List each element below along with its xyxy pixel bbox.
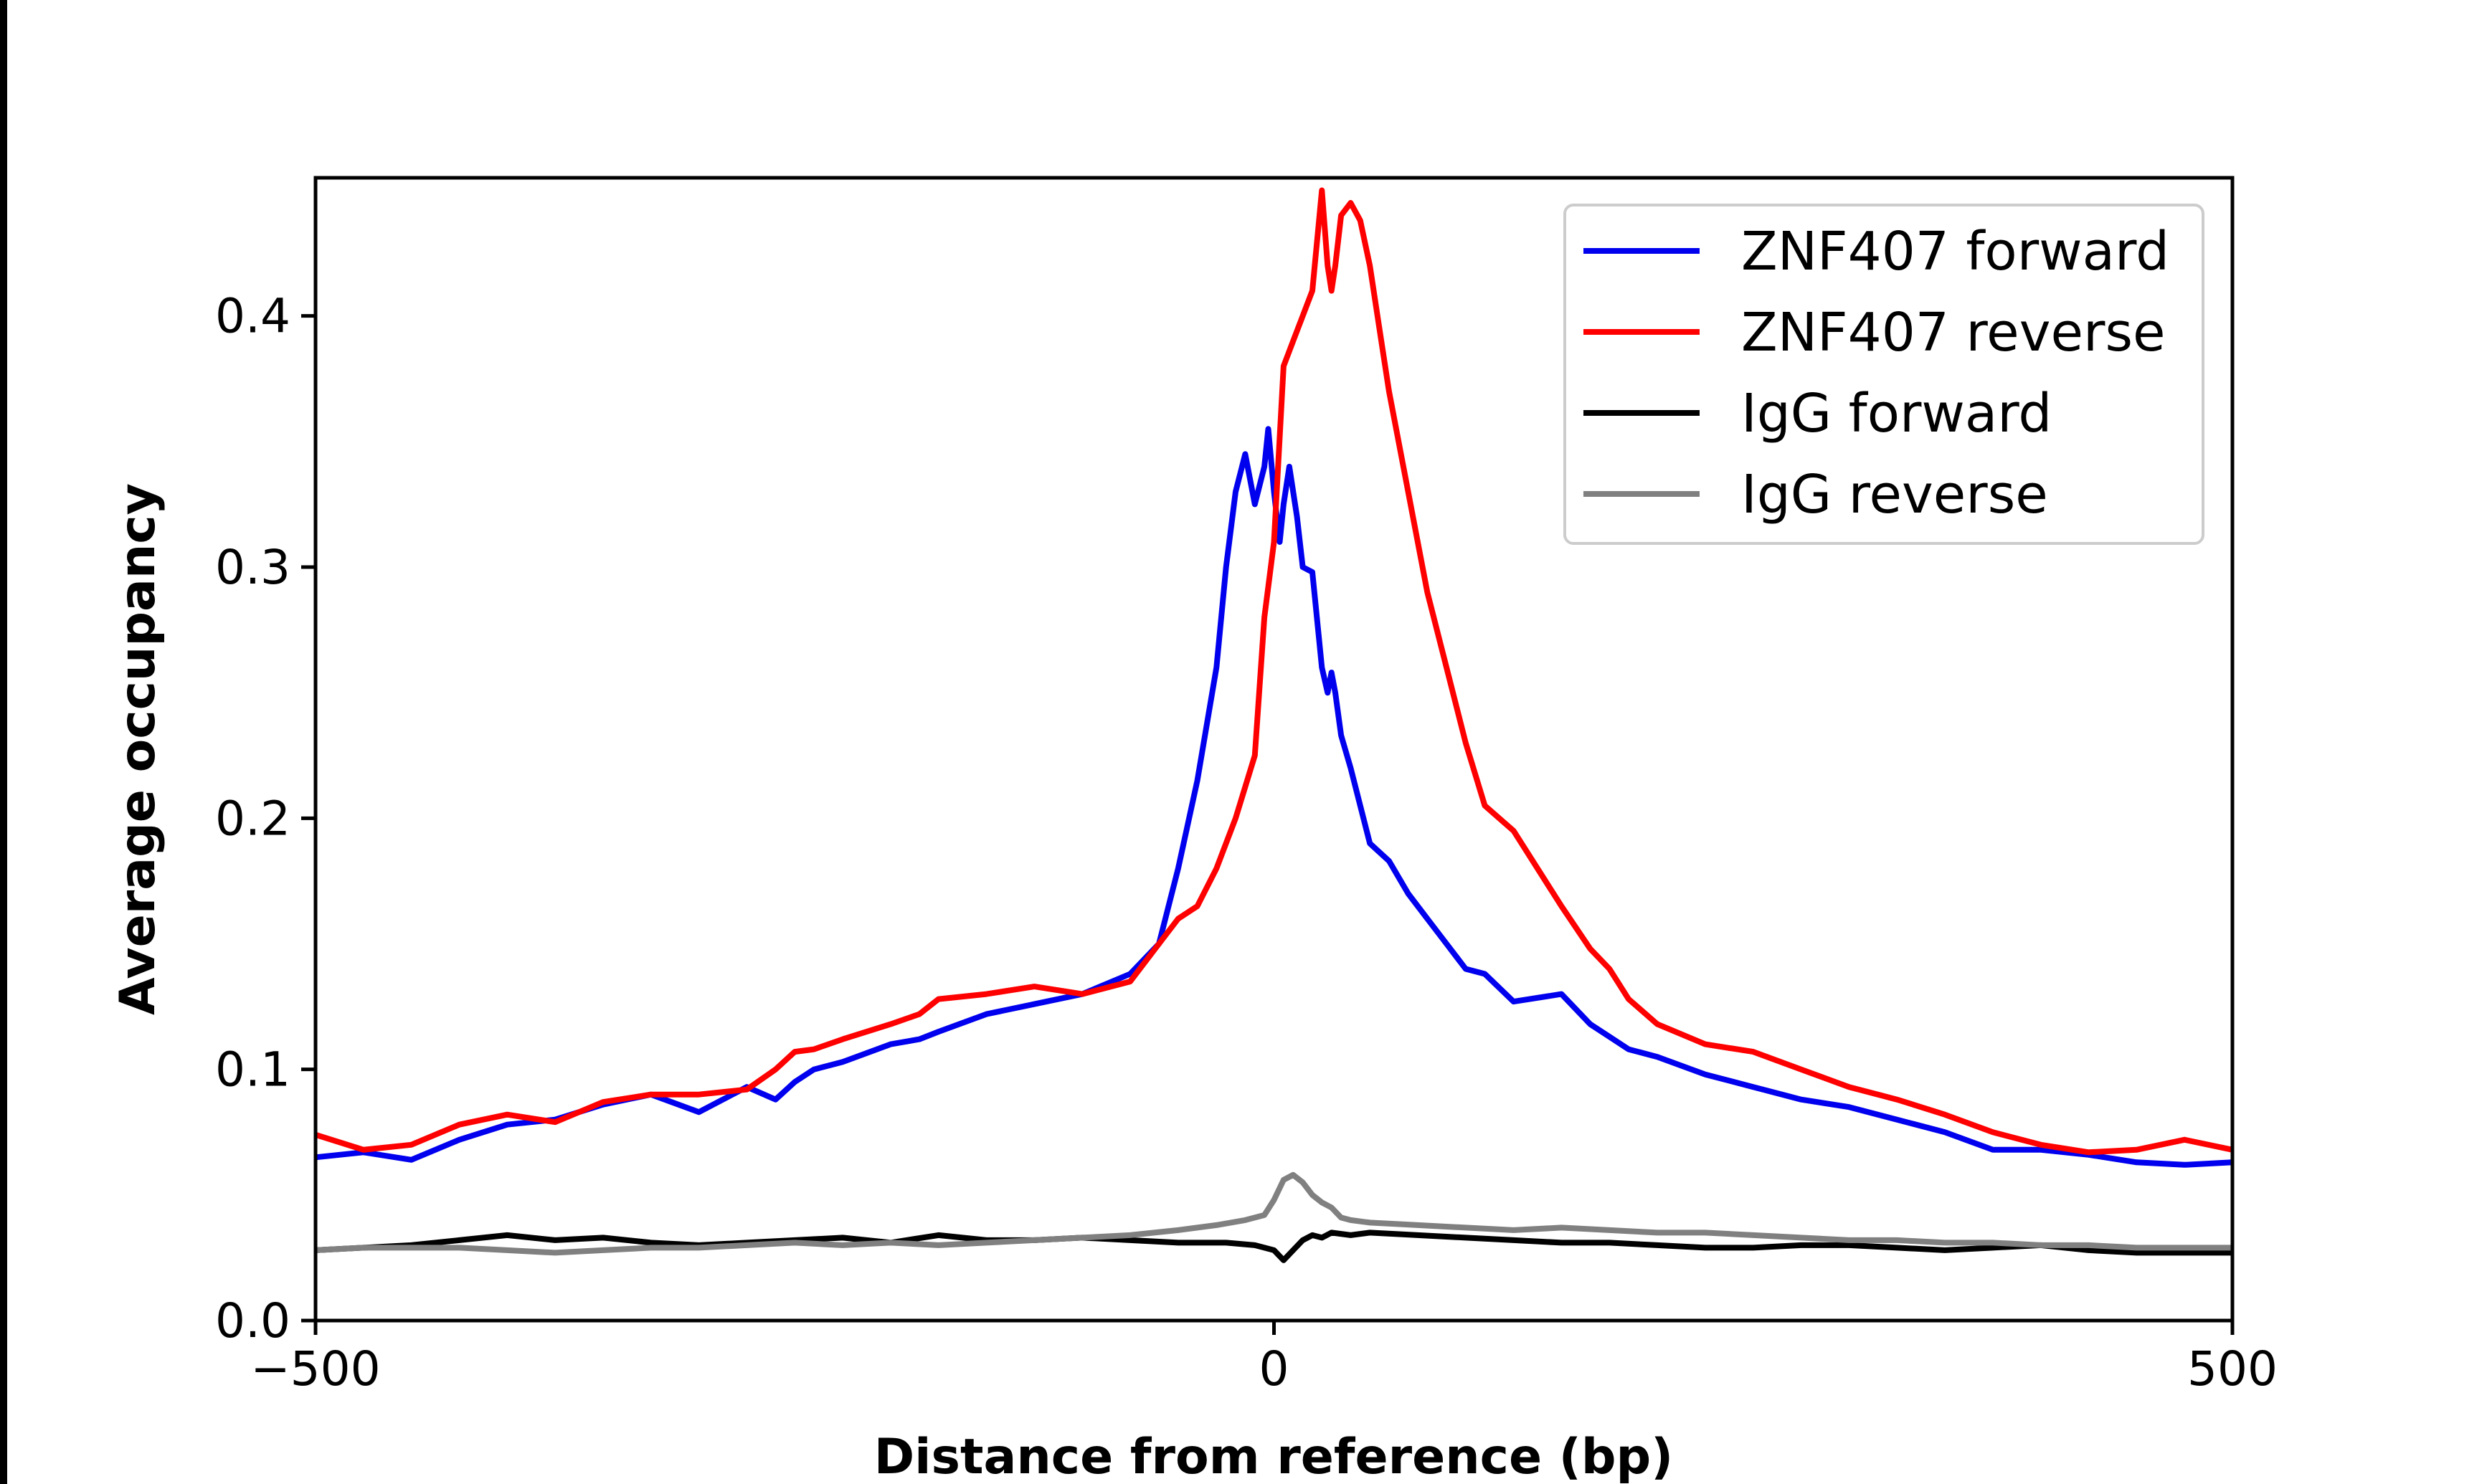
x-tick-label: −500 bbox=[250, 1341, 380, 1397]
series-line-znf407-reverse bbox=[314, 187, 2233, 1156]
legend-label: ZNF407 forward bbox=[1741, 221, 2169, 282]
series-line-igg-forward bbox=[315, 1229, 2232, 1263]
series-layer bbox=[314, 187, 2233, 1263]
x-axis-label: Distance from reference (bp) bbox=[874, 1429, 1674, 1484]
y-tick-label: 0.1 bbox=[215, 1042, 290, 1098]
x-tick-label: 500 bbox=[2187, 1341, 2278, 1397]
legend-label: IgG forward bbox=[1741, 383, 2052, 444]
series-line-igg-reverse bbox=[315, 1171, 2232, 1256]
y-tick-label: 0.0 bbox=[215, 1293, 290, 1349]
left-edge-bar bbox=[0, 0, 7, 1484]
legend: ZNF407 forward ZNF407 reverse IgG forward I… bbox=[1563, 204, 2204, 545]
legend-box bbox=[1563, 204, 2204, 545]
legend-label: IgG reverse bbox=[1741, 464, 2048, 525]
legend-label: ZNF407 reverse bbox=[1741, 302, 2166, 363]
y-tick-label: 0.2 bbox=[215, 791, 290, 846]
y-axis-label: Average occupancy bbox=[110, 483, 166, 1015]
x-tick-label: 0 bbox=[1259, 1341, 1289, 1397]
y-axis-ticks: 0.0 0.1 0.2 0.3 0.4 bbox=[215, 289, 316, 1349]
x-axis-ticks: −500 0 500 bbox=[250, 1321, 2278, 1397]
series-line-znf407-forward bbox=[315, 426, 2233, 1168]
y-tick-label: 0.3 bbox=[215, 540, 290, 595]
legend-items: ZNF407 forward ZNF407 reverse IgG forward I… bbox=[1583, 221, 2169, 525]
y-tick-label: 0.4 bbox=[215, 289, 290, 344]
